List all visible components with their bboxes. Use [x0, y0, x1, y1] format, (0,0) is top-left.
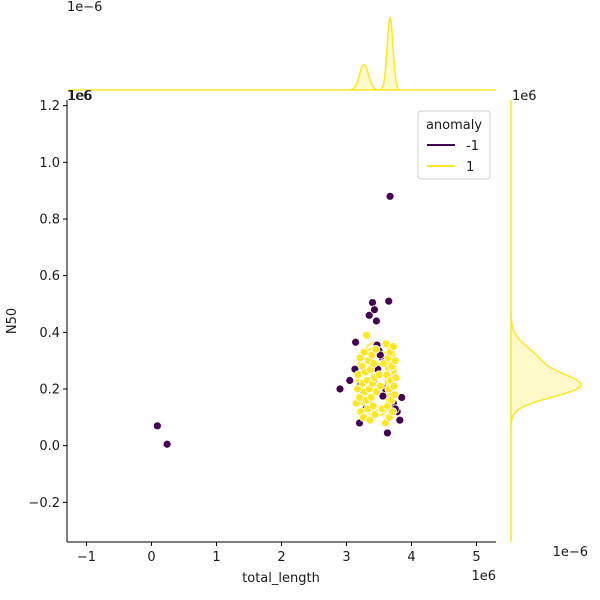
- data-point: [371, 316, 381, 326]
- data-point: [375, 350, 385, 360]
- right-marginal-plot: 1e−6 1e6: [510, 89, 588, 560]
- y-tick-label: 0.4: [39, 326, 60, 341]
- data-point: [368, 401, 378, 411]
- data-point: [335, 384, 345, 394]
- y-offset-label: 1e6: [67, 89, 92, 104]
- data-point: [371, 344, 381, 354]
- data-point: [366, 393, 376, 402]
- data-point: [351, 337, 361, 347]
- x-axis-label: total_length: [242, 571, 320, 586]
- x-tick-label: 1: [212, 550, 220, 565]
- data-point: [374, 370, 384, 380]
- data-point: [390, 390, 400, 400]
- legend: anomaly -1 1: [417, 110, 491, 180]
- data-point: [388, 407, 398, 417]
- top-marginal-kde: [67, 15, 496, 91]
- x-tick-label: 0: [147, 550, 155, 565]
- x-axis-ticks: −1 0 1 2 3 4 5: [77, 542, 481, 565]
- right-marginal-kde: [510, 100, 582, 542]
- top-marginal-x-offset-label: 1e6: [68, 89, 93, 104]
- scatter-points: [152, 191, 407, 449]
- data-point: [391, 373, 401, 383]
- data-point: [389, 381, 399, 391]
- top-marginal-plot: 1e−6 1e6: [67, 0, 496, 104]
- y-axis-ticks: −0.2 0.0 0.2 0.4 0.6 0.8 1.0 1.2: [28, 99, 67, 511]
- data-point: [364, 310, 374, 320]
- right-marginal-y-offset-label: 1e6: [512, 89, 537, 104]
- y-axis-label: N50: [5, 308, 20, 334]
- data-point: [152, 421, 162, 431]
- top-marginal-offset-label: 1e−6: [67, 0, 102, 15]
- data-point: [379, 359, 388, 368]
- data-point: [375, 381, 385, 391]
- data-point: [388, 342, 398, 351]
- data-point: [365, 415, 375, 425]
- data-point: [345, 376, 355, 385]
- x-tick-label: 5: [472, 550, 480, 565]
- data-point: [385, 191, 395, 201]
- x-offset-label: 1e6: [471, 569, 496, 584]
- data-point: [362, 330, 372, 340]
- main-plot: −1 0 1 2 3 4 5 −0.2 0.0 0.2 0.4 0.6 0.8 1.0 1.2 total…: [5, 89, 496, 586]
- y-tick-label: 0.8: [39, 213, 60, 228]
- legend-label-anomaly: -1: [466, 139, 479, 154]
- y-tick-label: 1.2: [39, 99, 60, 114]
- data-point: [162, 439, 172, 449]
- data-point: [369, 359, 379, 368]
- x-tick-label: 4: [407, 550, 415, 565]
- legend-title: anomaly: [426, 118, 482, 133]
- y-tick-label: 0.2: [39, 383, 60, 398]
- data-point: [383, 428, 392, 438]
- y-tick-label: 0.0: [39, 439, 60, 454]
- data-point: [370, 410, 380, 419]
- data-point: [390, 356, 400, 366]
- y-tick-label: −0.2: [28, 496, 60, 511]
- legend-label-normal: 1: [466, 160, 474, 175]
- y-tick-label: 0.6: [39, 269, 60, 284]
- x-tick-label: 3: [342, 550, 350, 565]
- data-point: [370, 305, 379, 315]
- x-tick-label: 2: [277, 550, 285, 565]
- y-tick-label: 1.0: [39, 156, 60, 171]
- data-point: [378, 391, 388, 401]
- data-point: [359, 347, 369, 357]
- right-marginal-offset-label: 1e−6: [553, 545, 588, 560]
- data-point: [395, 415, 405, 425]
- data-point: [384, 296, 394, 306]
- x-tick-label: −1: [77, 550, 96, 565]
